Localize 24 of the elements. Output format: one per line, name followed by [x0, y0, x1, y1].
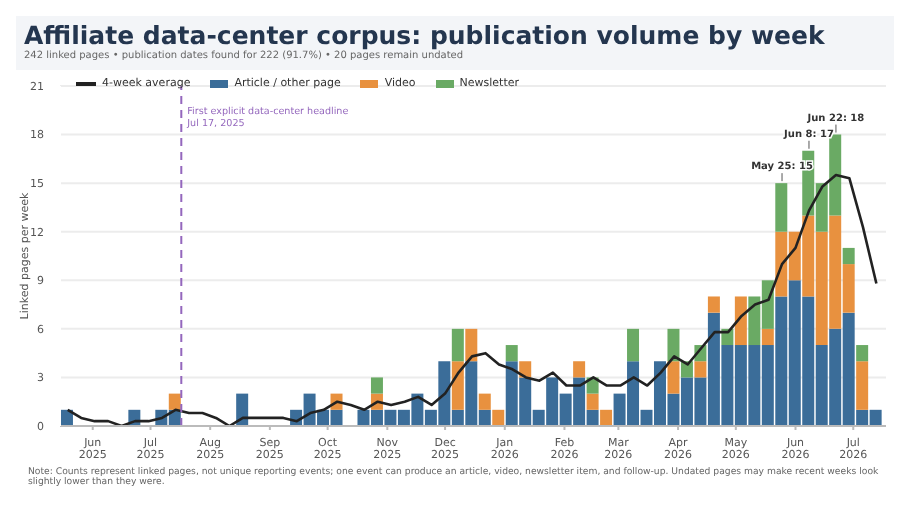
line-series	[66, 173, 878, 426]
bar	[370, 377, 383, 394]
bar	[761, 328, 774, 346]
chart-title: Affiliate data-center corpus: publication volume by week	[24, 20, 827, 50]
bar	[451, 328, 464, 362]
bar	[505, 345, 518, 362]
bar	[694, 361, 707, 378]
bar	[465, 328, 478, 362]
bar	[667, 361, 680, 394]
bar	[492, 409, 505, 426]
bar	[600, 409, 613, 426]
bar	[573, 361, 586, 378]
bar	[856, 361, 869, 410]
bar	[842, 247, 855, 265]
bar	[627, 328, 640, 362]
bar	[734, 296, 747, 346]
bar	[667, 328, 680, 362]
bar	[478, 393, 491, 410]
bar	[707, 296, 720, 313]
bar	[451, 361, 464, 410]
bar	[586, 393, 599, 410]
bar	[856, 345, 869, 362]
bar	[775, 183, 788, 232]
bar	[168, 393, 181, 410]
